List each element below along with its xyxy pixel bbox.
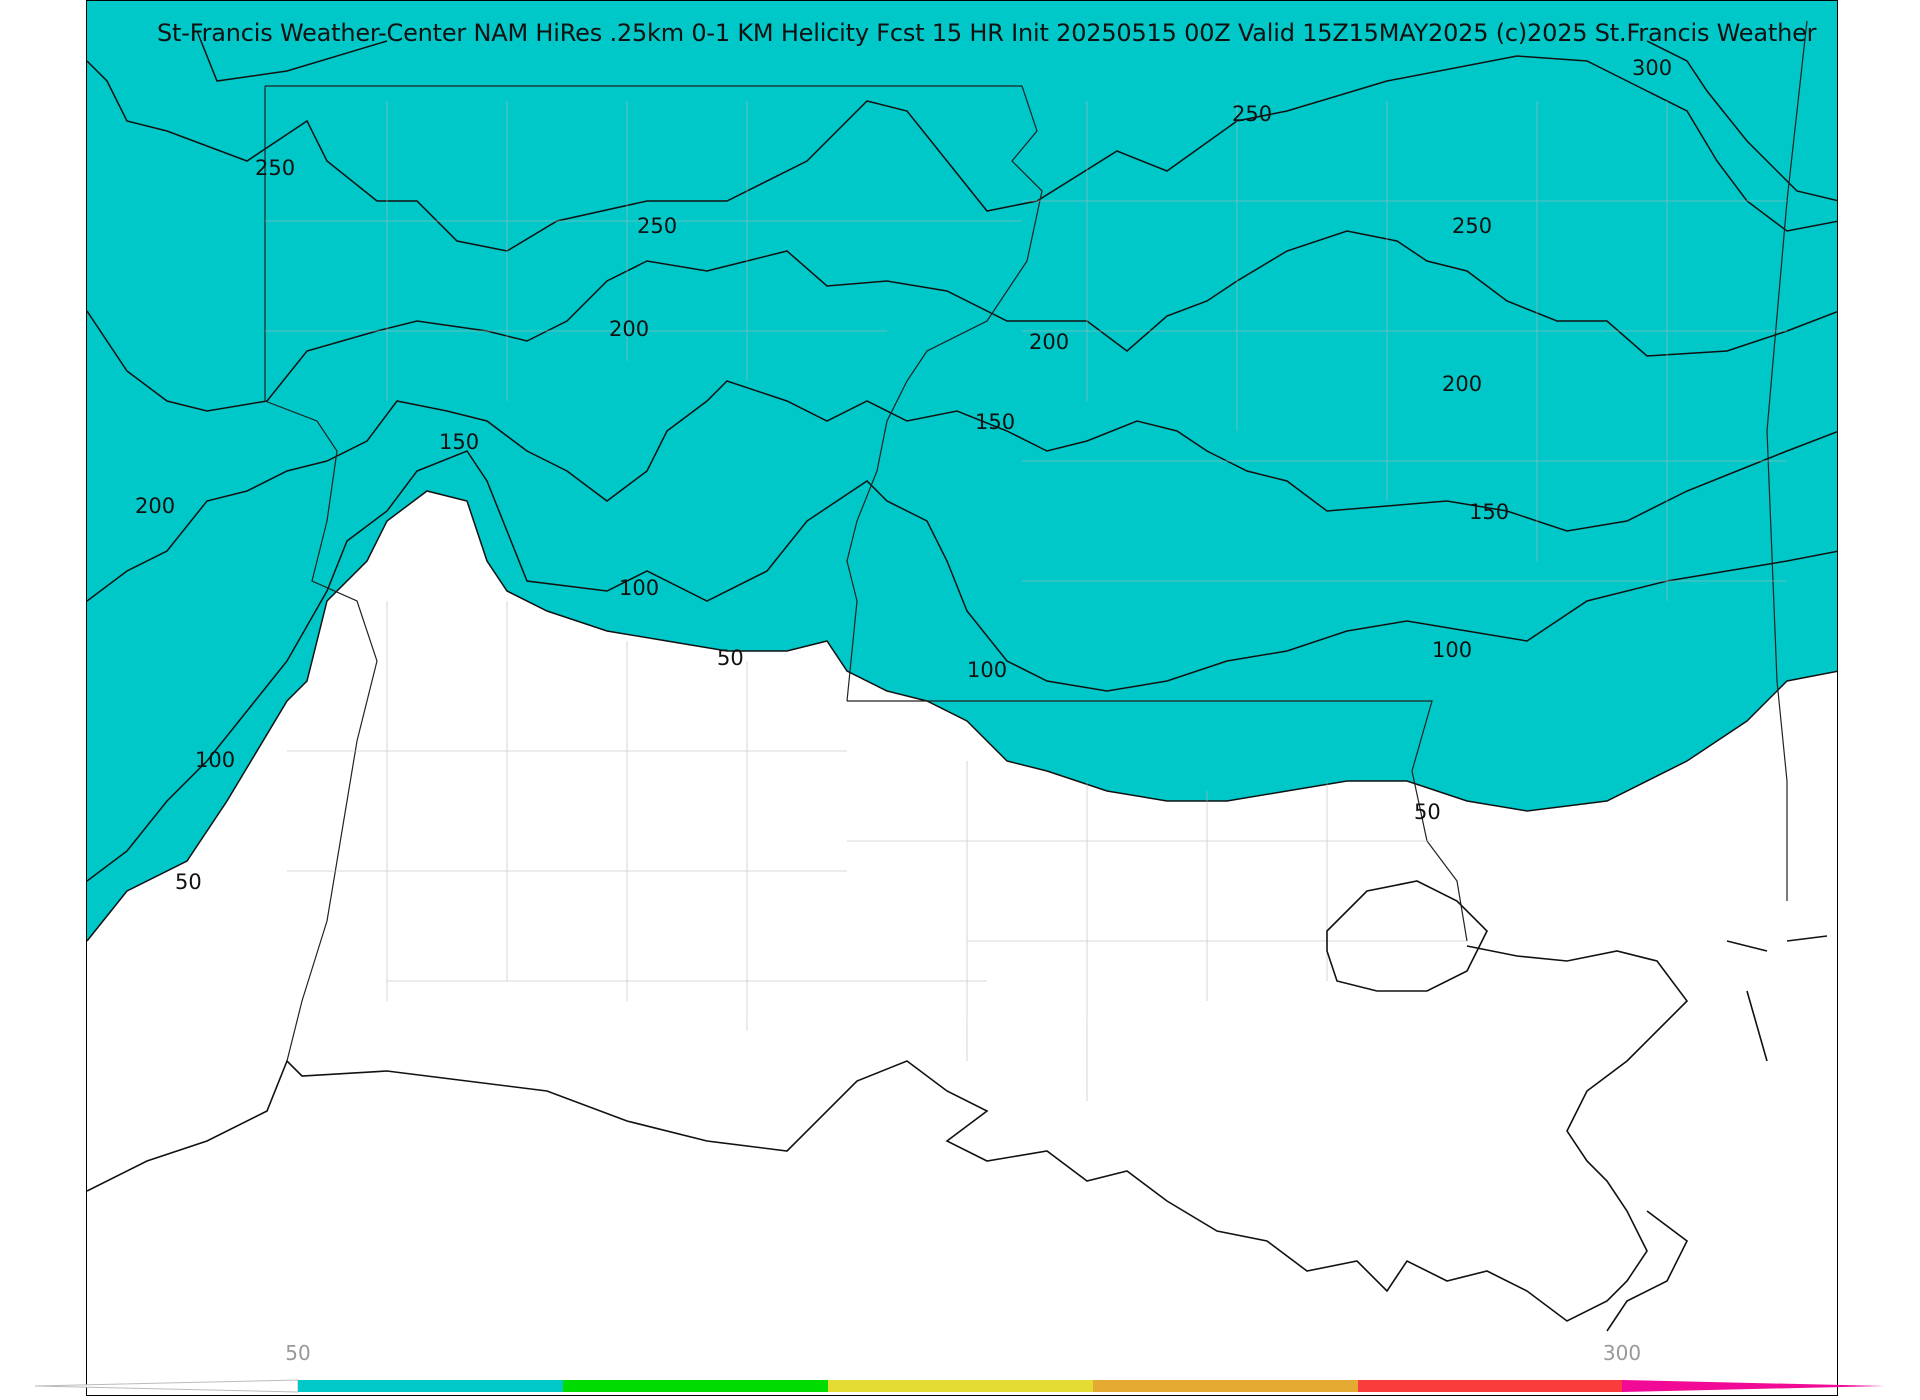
label-100-a: 100 [619,576,659,600]
colorbar-low-arrow [34,1379,299,1393]
label-50-b: 50 [1414,800,1441,824]
label-200-a: 200 [609,317,649,341]
label-50-a: 50 [717,646,744,670]
label-150-b: 150 [975,410,1015,434]
map-frame: 300 250 250 250 250 200 200 200 200 150 … [86,0,1838,1396]
colorbar-band-100-150 [563,1380,828,1392]
contour-150 [87,380,1837,602]
border-west [264,86,378,1062]
border-la-ms [847,700,1468,942]
colorbar-band-250-300 [1358,1380,1622,1392]
contour-100 [87,450,1837,882]
label-150-c: 150 [1469,500,1509,524]
colorbar-high-arrow [1622,1380,1885,1392]
contour-300 [196,30,1837,202]
label-250-d: 250 [1452,214,1492,238]
label-150-a: 150 [439,430,479,454]
contour-50 [87,490,1837,942]
contour-250 [87,55,1837,252]
contour-lines [87,30,1837,942]
colorbar-band-50-100 [298,1380,563,1392]
colorbar-min-label: 50 [285,1341,310,1365]
delta-coast [1606,1210,1689,1332]
label-100-b: 100 [967,658,1007,682]
contour-labels: 300 250 250 250 250 200 200 200 200 150 … [135,56,1672,894]
county-boundaries [265,101,1787,1101]
label-250-b: 250 [255,156,295,180]
colorbar-band-150-200 [828,1380,1093,1392]
label-200-d: 200 [135,494,175,518]
helicity-map: 300 250 250 250 250 200 200 200 200 150 … [87,1,1837,1395]
map-title: St-Francis Weather-Center NAM HiRes .25k… [157,19,1817,47]
label-250-a: 250 [1232,102,1272,126]
label-200-c: 200 [1442,372,1482,396]
colorbar-band-200-250 [1093,1380,1358,1392]
lake-pontchartrain [1326,880,1488,992]
label-250-c: 250 [637,214,677,238]
coastal-islands [1726,935,1828,1062]
label-300: 300 [1632,56,1672,80]
below-50-area [87,491,1837,1395]
label-200-b: 200 [1029,330,1069,354]
label-50-c: 50 [175,870,202,894]
coastline [87,880,1828,1332]
colorbar: 50 300 [34,1341,1885,1393]
label-100-d: 100 [195,748,235,772]
colorbar-max-label: 300 [1603,1341,1641,1365]
label-100-c: 100 [1432,638,1472,662]
band-50-100 [87,1,1837,941]
state-borders [264,20,1808,1062]
border-ms-al [1766,20,1808,901]
border-ms-river [846,85,1043,702]
